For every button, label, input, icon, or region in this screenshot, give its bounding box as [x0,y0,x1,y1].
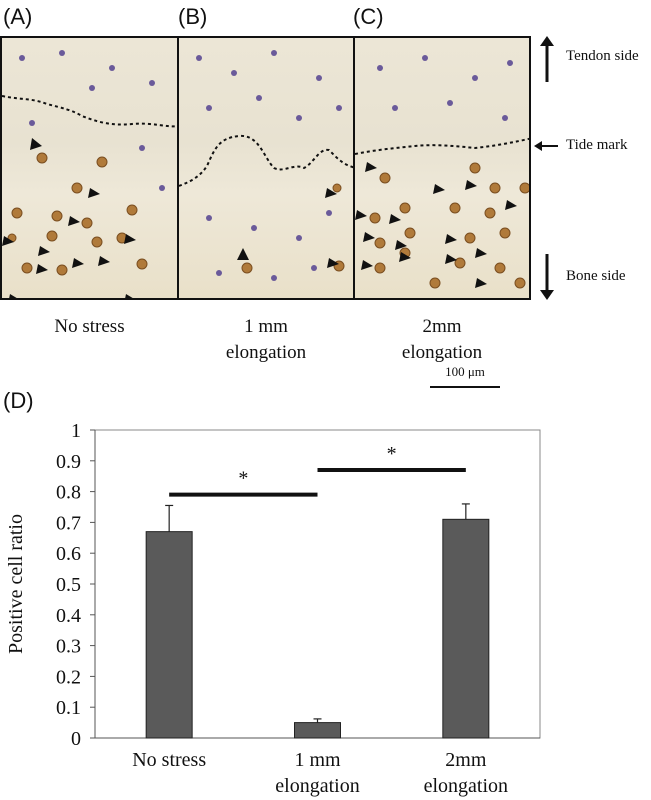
scale-bar [430,386,500,388]
y-tick-label: 0.8 [56,482,81,504]
caption-c: 2mm elongation [353,314,531,366]
x-tick-label: elongation [275,775,359,797]
x-tick-label: 2mm [445,749,487,771]
y-tick-label: 0.3 [56,636,81,658]
y-tick-label: 0.9 [56,451,81,473]
x-tick-label: 1 mm [294,749,341,771]
caption-b-line2: elongation [225,342,307,363]
micrograph-no-stress [0,36,179,300]
y-tick-label: 0.7 [56,512,81,534]
bar [442,518,490,739]
y-tick-label: 1 [71,420,81,442]
bar [294,722,341,739]
panel-label-c: (C) [353,4,384,29]
y-tick-label: 0.4 [56,605,81,627]
x-tick-label: elongation [424,775,508,797]
caption-a-line1: No stress [54,316,125,337]
bar [145,531,193,739]
y-tick-label: 0.6 [56,543,81,565]
tide-mark-label: Tide mark [566,137,628,153]
scale-bar-label: 100 μm [445,364,485,379]
y-tick-label: 0 [71,728,81,750]
micrograph-a-image [2,50,177,298]
positive-cell-ratio-chart: 0 0.1 0.2 0.3 0.4 0.5 0.6 0.7 0.8 0.9 1 Positive ce… [5,420,541,797]
panel-label-d: (D) [3,388,34,413]
significance-marker: * [238,468,248,490]
bone-side-arrow [540,254,554,300]
y-tick-label: 0.5 [56,574,81,596]
micrograph-b-image [179,50,353,281]
micrograph-1mm-elongation [177,36,355,300]
panel-label-a: (A) [3,4,33,29]
bone-side-label: Bone side [566,268,626,284]
x-tick-label: No stress [132,749,206,771]
tendon-side-label: Tendon side [566,48,639,64]
tide-mark-arrow [534,141,558,151]
y-tick-label: 0.2 [56,666,81,688]
caption-c-line1: 2mm [422,316,462,337]
caption-c-line2: elongation [401,342,483,363]
caption-b: 1 mm elongation [177,314,355,366]
tendon-side-arrow [540,36,554,82]
caption-a: No stress [0,314,179,340]
panel-label-b: (B) [178,4,208,29]
micrograph-c-image [355,55,529,289]
significance-marker: * [387,443,397,465]
y-axis-label: Positive cell ratio [5,514,27,654]
y-tick-label: 0.1 [56,697,81,719]
micrograph-2mm-elongation [353,36,531,300]
caption-b-line1: 1 mm [244,316,288,337]
